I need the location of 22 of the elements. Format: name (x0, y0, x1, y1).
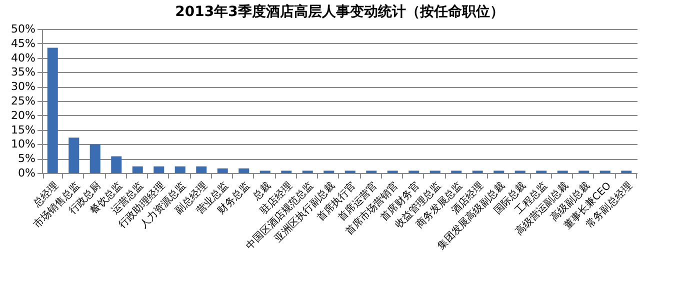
y-tick-label: 50% (11, 22, 36, 36)
chart-title: 2013年3季度酒店高层人事变动统计（按任命职位） (175, 3, 504, 20)
bar (238, 168, 250, 173)
bar (90, 144, 100, 173)
bar (196, 166, 207, 173)
bar (217, 168, 228, 173)
y-tick-label: 40% (11, 51, 36, 64)
y-tick-label: 10% (11, 138, 36, 151)
y-tick-label: 5% (18, 152, 36, 166)
y-tick-label: 35% (11, 66, 36, 79)
bar (111, 156, 122, 173)
bar (132, 166, 143, 173)
y-tick-label: 30% (11, 80, 36, 94)
bar (174, 166, 186, 173)
y-tick-label: 0% (18, 166, 36, 180)
y-tick-label: 25% (11, 94, 36, 108)
bar (47, 48, 58, 173)
y-tick-label: 15% (11, 123, 36, 136)
y-tick-label: 20% (11, 108, 36, 122)
y-tick-label: 45% (11, 36, 36, 50)
bar (68, 138, 80, 173)
bar (154, 166, 164, 173)
